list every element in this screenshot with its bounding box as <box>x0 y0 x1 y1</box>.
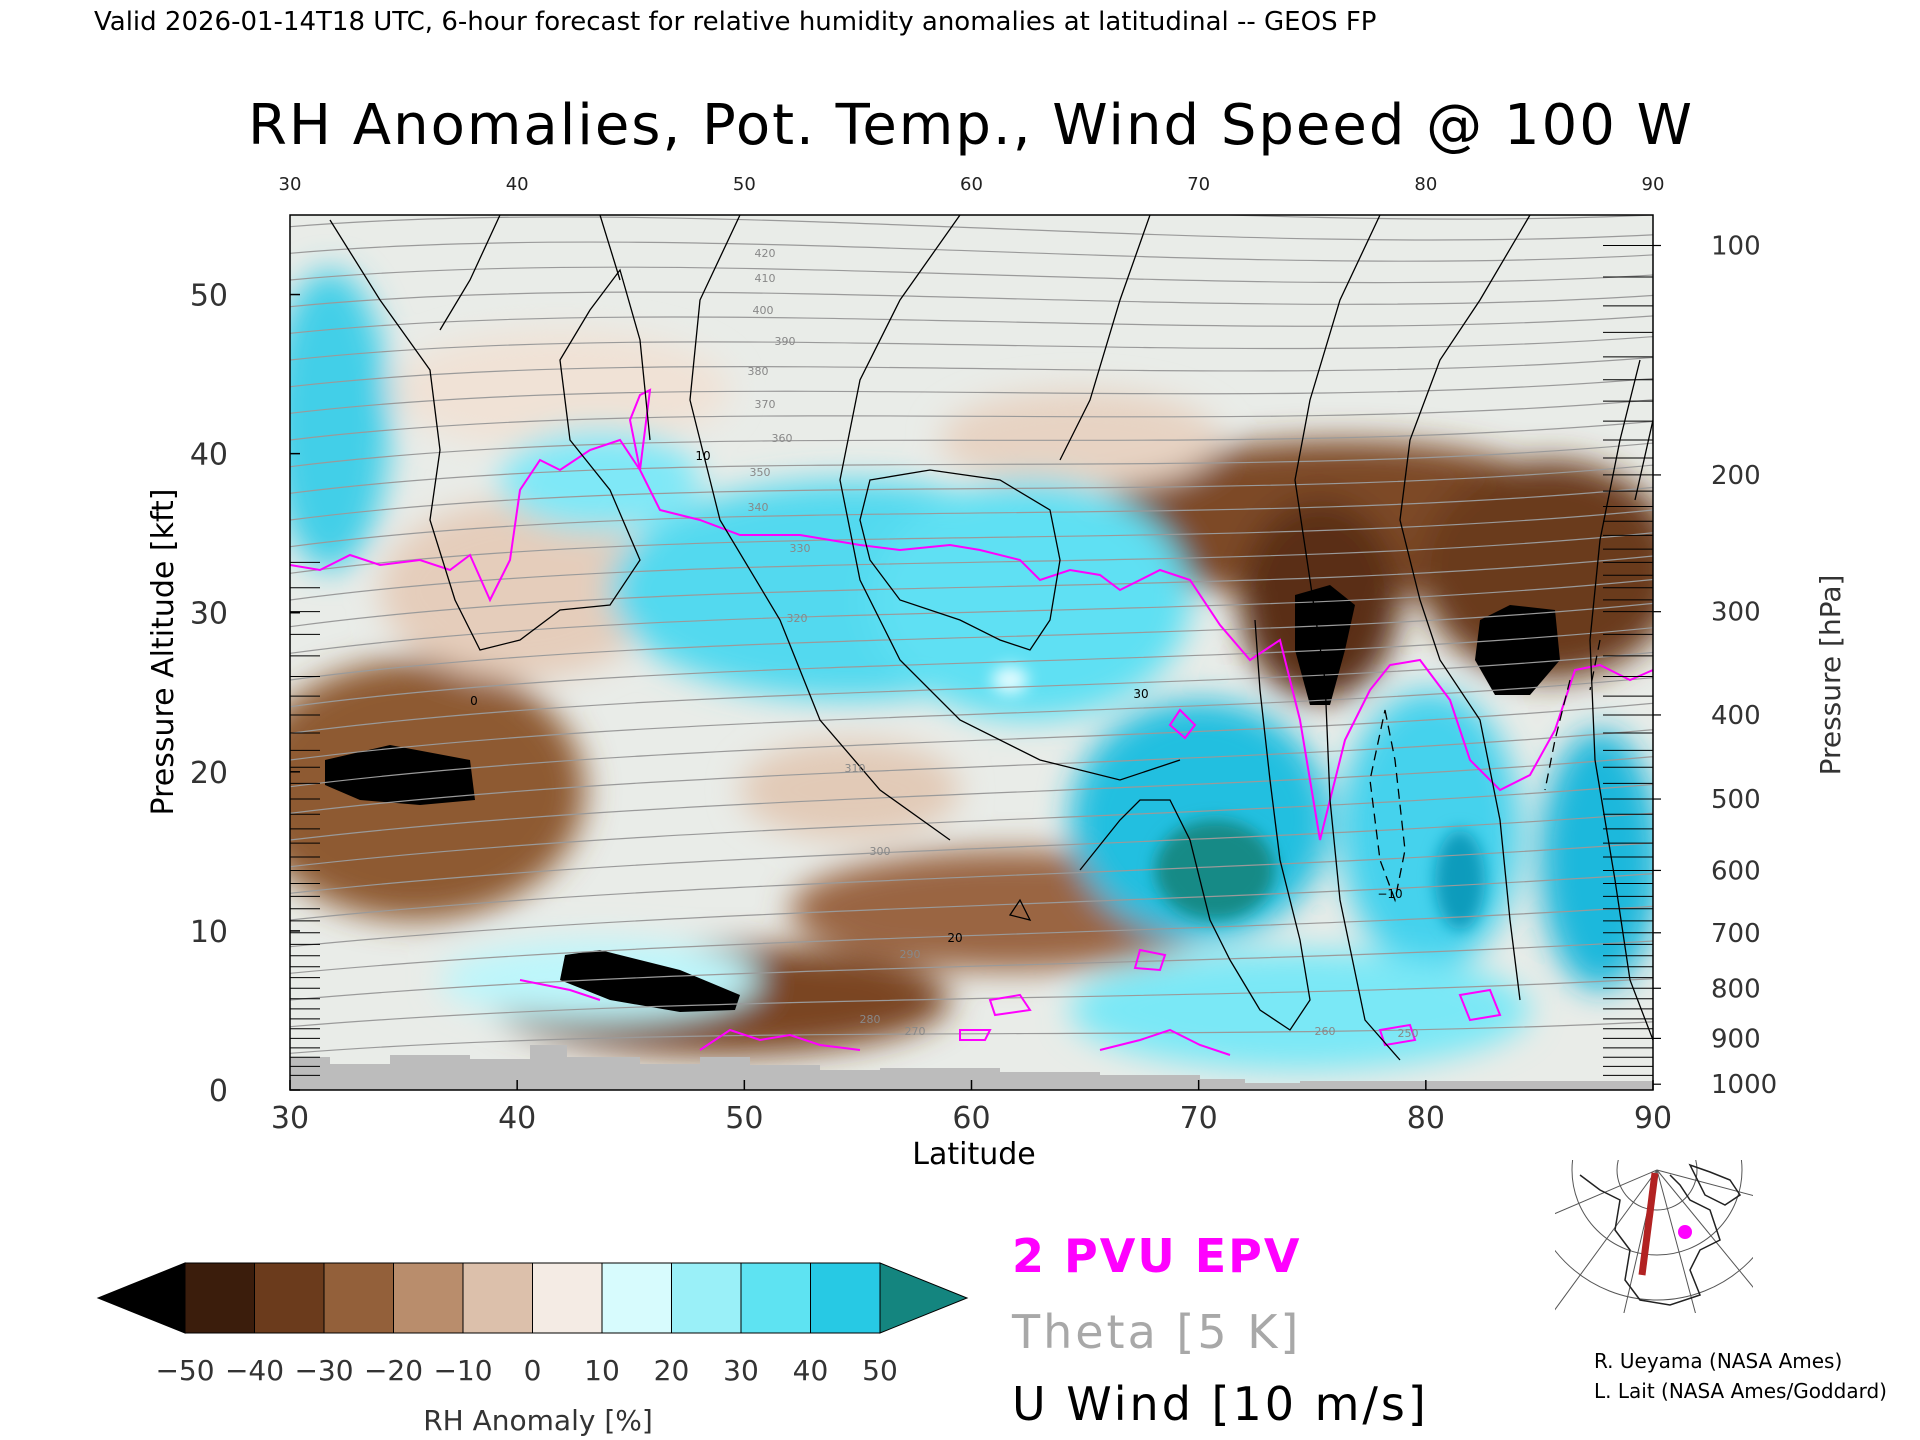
x-tick-label: 80 <box>1407 1101 1445 1136</box>
theta-contour-label: 420 <box>755 247 776 260</box>
y-tick-label: 0 <box>209 1074 228 1109</box>
theta-contour-label: 300 <box>870 845 891 858</box>
wind-contour-labels: 0 10 20 30 −10 <box>470 449 1402 945</box>
chart-title: RH Anomalies, Pot. Temp., Wind Speed @ 1… <box>248 93 1694 158</box>
y-tick-label: 10 <box>190 915 228 950</box>
theta-contour-label: 290 <box>900 948 921 961</box>
pressure-tick-label: 800 <box>1711 974 1761 1004</box>
colorbar-tick-label: −20 <box>364 1354 423 1387</box>
colorbar-tick-label: 30 <box>723 1354 759 1387</box>
top-tick-label: 80 <box>1414 174 1437 195</box>
legend-epv: 2 PVU EPV <box>1012 1229 1301 1283</box>
theta-contour-label: 250 <box>1398 1027 1419 1040</box>
y-tick-label: 30 <box>190 597 228 632</box>
cross-section-line <box>1638 1172 1659 1276</box>
wind-contour-label: 30 <box>1133 687 1148 701</box>
colorbar-high-arrow <box>879 1262 969 1334</box>
colorbar-swatch <box>671 1262 742 1334</box>
colorbar-swatch <box>323 1262 394 1334</box>
colorbar-tick-label: 50 <box>862 1354 898 1387</box>
top-tick-label: 70 <box>1187 174 1210 195</box>
colorbar-swatch <box>601 1262 672 1334</box>
top-tick-label: 30 <box>279 174 302 195</box>
theta-contour-label: 410 <box>755 272 776 285</box>
x-tick-label: 50 <box>725 1101 763 1136</box>
colorbar-tick-label: 40 <box>793 1354 829 1387</box>
top-tick-label: 60 <box>960 174 983 195</box>
y-tick-label: 50 <box>190 279 228 314</box>
wind-contour-label: −10 <box>1377 887 1402 901</box>
theta-contour-label: 400 <box>753 304 774 317</box>
map-point-marker <box>1678 1225 1692 1239</box>
theta-contour-label: 390 <box>775 335 796 348</box>
pressure-tick-label: 600 <box>1711 856 1761 886</box>
y-axis-label: Pressure Altitude [kft] <box>146 489 181 816</box>
y-tick-label: 40 <box>190 438 228 473</box>
colorbar-tick-label: 10 <box>584 1354 620 1387</box>
locator-map <box>1555 1160 1753 1313</box>
colorbar-swatch <box>254 1262 325 1334</box>
colorbar-swatch <box>393 1262 464 1334</box>
credit-line-2: L. Lait (NASA Ames/Goddard) <box>1594 1379 1887 1403</box>
x-tick-label: 70 <box>1180 1101 1218 1136</box>
theta-contour-labels: 420 410 400 390 380 370 360 350 340 330 320 310 300 2… <box>748 247 1419 1040</box>
theta-contour-label: 340 <box>748 501 769 514</box>
theta-contour-label: 310 <box>845 762 866 775</box>
theta-contour-label: 280 <box>860 1013 881 1026</box>
pressure-tick-label: 700 <box>1711 919 1761 949</box>
theta-contour-label: 350 <box>750 466 771 479</box>
y-axis: 0 10 20 30 40 50 <box>190 279 300 1109</box>
colorbar-tick-label: 20 <box>654 1354 690 1387</box>
colorbar-tick-label: 0 <box>524 1354 542 1387</box>
pressure-tick-label: 400 <box>1711 701 1761 731</box>
pressure-tick-label: 500 <box>1711 785 1761 815</box>
colorbar-swatch <box>740 1262 811 1334</box>
wind-contour-label: 10 <box>695 449 710 463</box>
colorbar-tick-label: −40 <box>225 1354 284 1387</box>
top-tick-label: 40 <box>506 174 529 195</box>
pressure-tick-label: 200 <box>1711 461 1761 491</box>
top-axis: 30 40 50 60 70 80 90 <box>279 174 1665 195</box>
pressure-tick-label: 900 <box>1711 1024 1761 1054</box>
colorbar-tick-label: −50 <box>155 1354 214 1387</box>
y-tick-label: 20 <box>190 756 228 791</box>
top-tick-label: 50 <box>733 174 756 195</box>
pressure-tick-label: 300 <box>1711 598 1761 628</box>
theta-contour-label: 380 <box>748 365 769 378</box>
valid-time-line: Valid 2026-01-14T18 UTC, 6-hour forecast… <box>94 7 1376 37</box>
wind-contour-label: 20 <box>947 931 962 945</box>
theta-contour-label: 360 <box>772 432 793 445</box>
x-tick-label: 90 <box>1634 1101 1672 1136</box>
x-axis-label: Latitude <box>912 1137 1035 1172</box>
terrain-mask <box>290 1045 1653 1090</box>
colorbar-swatch <box>532 1262 603 1334</box>
rh-colorbar: −50 −40 −30 −20 −10 0 10 20 30 40 50 <box>96 1262 969 1387</box>
wind-contour-label: 0 <box>470 694 478 708</box>
pressure-tick-label: 1000 <box>1711 1070 1777 1100</box>
colorbar-swatch <box>810 1262 881 1334</box>
theta-contour-label: 370 <box>755 398 776 411</box>
top-tick-label: 90 <box>1642 174 1665 195</box>
rh-anomaly-field <box>290 215 1653 1090</box>
theta-contour-label: 330 <box>790 542 811 555</box>
colorbar-swatch <box>184 1262 255 1334</box>
x-tick-label: 30 <box>271 1101 309 1136</box>
legend-theta: Theta [5 K] <box>1011 1305 1301 1359</box>
x-tick-label: 40 <box>498 1101 536 1136</box>
theta-contour-label: 270 <box>905 1025 926 1038</box>
colorbar-swatch <box>462 1262 533 1334</box>
pressure-axis-label: Pressure [hPa] <box>1814 575 1847 776</box>
colorbar-label: RH Anomaly [%] <box>423 1404 653 1437</box>
theta-contour-label: 320 <box>787 612 808 625</box>
colorbar-tick-label: −30 <box>294 1354 353 1387</box>
theta-contour-label: 260 <box>1315 1025 1336 1038</box>
colorbar-tick-label: −10 <box>433 1354 492 1387</box>
x-tick-label: 60 <box>952 1101 990 1136</box>
credit-line-1: R. Ueyama (NASA Ames) <box>1594 1349 1842 1373</box>
pressure-tick-label: 100 <box>1711 231 1761 261</box>
x-axis: 30 40 50 60 70 80 90 <box>271 1080 1672 1136</box>
legend-wind: U Wind [10 m/s] <box>1012 1377 1429 1431</box>
colorbar-low-arrow <box>96 1262 186 1334</box>
